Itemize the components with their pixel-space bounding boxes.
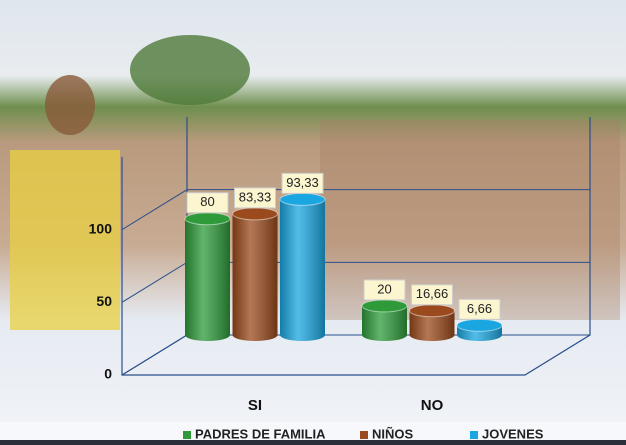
bar-shade bbox=[185, 219, 230, 341]
bar-cap bbox=[457, 319, 502, 331]
bar-cap bbox=[233, 208, 278, 220]
bar-shade bbox=[280, 199, 325, 341]
x-tick-label: SI bbox=[248, 397, 262, 414]
value-label: 80 bbox=[200, 194, 214, 209]
bar bbox=[185, 213, 230, 341]
y-tick-label: 0 bbox=[104, 366, 112, 382]
person-head bbox=[45, 75, 95, 135]
bar-shade bbox=[233, 214, 278, 341]
bar-cap bbox=[185, 213, 230, 225]
y-tick-label: 100 bbox=[89, 220, 113, 236]
bar-cap bbox=[410, 305, 455, 317]
value-label: 83,33 bbox=[239, 189, 272, 204]
legend-label: NIÑOS bbox=[372, 426, 414, 441]
legend-swatch bbox=[183, 431, 191, 439]
tree bbox=[130, 35, 250, 105]
legend-label: JOVENES bbox=[482, 426, 544, 441]
bar bbox=[233, 208, 278, 341]
bar-cap bbox=[280, 193, 325, 205]
bar bbox=[362, 300, 407, 341]
y-tick-label: 50 bbox=[96, 293, 112, 309]
bar bbox=[457, 319, 502, 341]
x-tick-label: NO bbox=[421, 397, 444, 414]
chart: PADRES DE FAMILIA NIÑOS JOVENES 0 50 100 SI NO… bbox=[0, 0, 626, 445]
bar bbox=[410, 305, 455, 341]
value-label: 93,33 bbox=[286, 175, 319, 190]
value-label: 20 bbox=[377, 281, 391, 296]
legend-label: PADRES DE FAMILIA bbox=[195, 426, 326, 441]
bar bbox=[280, 193, 325, 341]
value-label: 16,66 bbox=[416, 286, 449, 301]
bar-cap bbox=[362, 300, 407, 312]
value-label: 6,66 bbox=[467, 301, 492, 316]
legend-swatch bbox=[360, 431, 368, 439]
legend-swatch bbox=[470, 431, 478, 439]
